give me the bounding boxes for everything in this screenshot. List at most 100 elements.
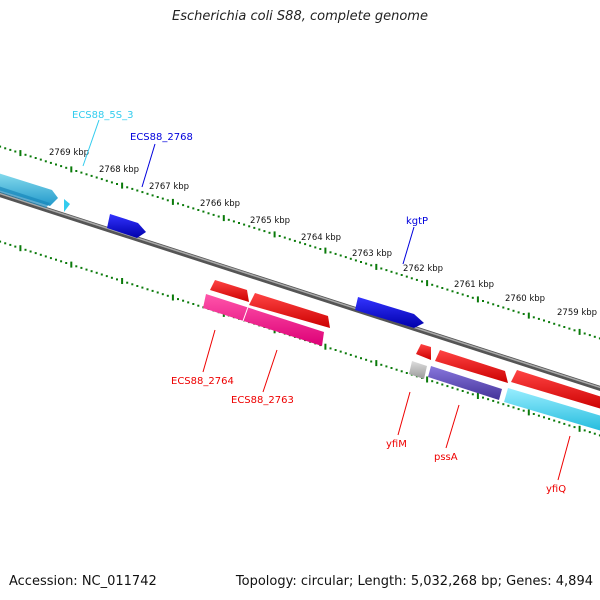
lower-ruler-minor-tick bbox=[395, 368, 398, 371]
upper-scale-ruler bbox=[0, 145, 600, 340]
upper-ruler-minor-tick bbox=[370, 264, 373, 267]
lower-ruler-minor-tick bbox=[563, 422, 566, 425]
feature-yfim-red[interactable] bbox=[416, 344, 431, 360]
genome-summary-text: Topology: circular; Length: 5,032,268 bp… bbox=[235, 574, 593, 589]
leader-pssa bbox=[445, 404, 460, 449]
upper-ruler-minor-tick bbox=[75, 170, 78, 172]
upper-ruler-minor-tick bbox=[110, 181, 113, 184]
upper-ruler-minor-tick bbox=[446, 288, 449, 291]
lower-ruler-minor-tick bbox=[29, 250, 32, 253]
feature-pssa-red[interactable] bbox=[435, 350, 508, 383]
feature-separator bbox=[242, 306, 249, 322]
lower-ruler-major-tick bbox=[527, 409, 530, 416]
upper-ruler-major-tick bbox=[222, 215, 225, 222]
lower-ruler-minor-tick bbox=[365, 358, 368, 361]
lower-ruler-minor-tick bbox=[446, 385, 449, 388]
upper-ruler-minor-tick bbox=[573, 329, 576, 332]
ruler-labels: 2769 kbp 2768 kbp 2767 kbp 2766 kbp 2765… bbox=[49, 148, 597, 318]
feature-yfiq-cyan[interactable] bbox=[504, 388, 600, 432]
kbp-label-2760: 2760 kbp bbox=[505, 294, 545, 304]
upper-ruler-minor-tick bbox=[278, 235, 281, 237]
upper-ruler-minor-tick bbox=[14, 150, 17, 153]
upper-ruler-minor-tick bbox=[55, 163, 57, 166]
lower-ruler-minor-tick bbox=[44, 255, 47, 258]
upper-ruler-minor-tick bbox=[563, 326, 566, 328]
upper-ruler-minor-tick bbox=[80, 171, 83, 174]
feature-ecs88-2763-red[interactable] bbox=[249, 293, 330, 328]
lower-ruler-minor-tick bbox=[55, 258, 57, 261]
kbp-label-2767: 2767 kbp bbox=[149, 182, 189, 192]
upper-ruler-minor-tick bbox=[100, 178, 103, 181]
lower-ruler-minor-tick bbox=[49, 257, 52, 260]
lower-ruler-minor-tick bbox=[492, 399, 495, 402]
lower-ruler-minor-tick bbox=[75, 265, 78, 268]
kbp-label-2766: 2766 kbp bbox=[200, 199, 240, 209]
feature-yfiq-red[interactable] bbox=[511, 370, 600, 410]
upper-ruler-minor-tick bbox=[304, 243, 307, 246]
upper-ruler-minor-tick bbox=[227, 218, 230, 221]
upper-ruler-minor-tick bbox=[482, 300, 484, 302]
lower-ruler-minor-tick bbox=[349, 353, 352, 356]
lower-ruler-minor-tick bbox=[517, 408, 520, 411]
lower-ruler-minor-tick bbox=[466, 391, 469, 394]
lower-ruler-minor-tick bbox=[14, 245, 17, 248]
upper-ruler-minor-tick bbox=[522, 313, 525, 315]
feature-ecs88-2768[interactable] bbox=[107, 214, 146, 238]
feature-pssa-slate[interactable] bbox=[428, 366, 502, 400]
kbp-label-2759: 2759 kbp bbox=[557, 308, 597, 318]
lower-ruler-minor-tick bbox=[192, 303, 195, 305]
feature-ecs88-2764-pink[interactable] bbox=[203, 294, 324, 346]
upper-ruler-minor-tick bbox=[471, 296, 474, 299]
upper-ruler-major-tick bbox=[578, 328, 581, 335]
lower-ruler-minor-tick bbox=[537, 414, 540, 417]
feature-ecs88-5s-3-body[interactable] bbox=[0, 172, 58, 208]
feature-red-small-left[interactable] bbox=[210, 280, 249, 302]
lower-ruler-minor-tick bbox=[141, 286, 144, 289]
upper-ruler-minor-tick bbox=[487, 301, 490, 304]
upper-ruler-minor-tick bbox=[385, 269, 388, 272]
lower-ruler-minor-tick bbox=[131, 283, 134, 286]
upper-ruler-minor-tick bbox=[583, 332, 586, 335]
upper-ruler-minor-tick bbox=[588, 334, 591, 337]
genome-backbone-highlight bbox=[0, 192, 600, 389]
lower-ruler-minor-tick bbox=[4, 242, 7, 245]
lower-ruler-minor-tick bbox=[344, 352, 347, 355]
lower-ruler-minor-tick bbox=[9, 243, 12, 246]
lower-ruler-minor-tick bbox=[85, 268, 88, 271]
upper-ruler-minor-tick bbox=[146, 192, 149, 195]
lower-ruler-minor-tick bbox=[187, 301, 190, 304]
lower-ruler-minor-tick bbox=[497, 401, 500, 404]
upper-ruler-minor-tick bbox=[329, 251, 332, 254]
feature-yfim-gray[interactable] bbox=[409, 361, 427, 379]
lower-ruler-minor-tick bbox=[583, 429, 586, 432]
upper-ruler-minor-tick bbox=[263, 230, 266, 233]
upper-ruler-minor-tick bbox=[517, 311, 520, 314]
lower-ruler-minor-tick bbox=[512, 406, 515, 409]
upper-ruler-minor-tick bbox=[395, 272, 398, 275]
label-ecs88-2763: ECS88_2763 bbox=[231, 395, 294, 406]
upper-ruler-minor-tick bbox=[192, 207, 195, 210]
upper-ruler-minor-tick bbox=[24, 153, 27, 156]
lower-ruler-minor-tick bbox=[39, 253, 42, 256]
lower-ruler-major-tick bbox=[171, 294, 174, 301]
lower-ruler-minor-tick bbox=[558, 421, 561, 424]
upper-ruler-minor-tick bbox=[248, 225, 251, 228]
upper-ruler-minor-tick bbox=[253, 226, 256, 229]
upper-ruler-minor-tick bbox=[95, 176, 98, 179]
upper-ruler-minor-tick bbox=[568, 327, 571, 330]
upper-ruler-minor-tick bbox=[461, 293, 464, 296]
lower-ruler-minor-tick bbox=[507, 404, 510, 407]
upper-ruler-minor-tick bbox=[283, 236, 286, 239]
lower-ruler-minor-tick bbox=[593, 432, 596, 435]
upper-ruler-minor-tick bbox=[492, 303, 495, 306]
kbp-label-2764: 2764 kbp bbox=[301, 233, 341, 243]
upper-ruler-minor-tick bbox=[553, 322, 556, 325]
lower-ruler-minor-tick bbox=[182, 299, 185, 302]
upper-ruler-minor-tick bbox=[207, 212, 210, 215]
feature-kgtp[interactable] bbox=[355, 297, 424, 328]
feature-ecs88-5s-3-arrow[interactable] bbox=[64, 199, 70, 212]
lower-ruler-minor-tick bbox=[197, 304, 200, 307]
label-yfiq: yfiQ bbox=[546, 484, 566, 495]
lower-ruler-minor-tick bbox=[502, 403, 505, 406]
leader-kgtp bbox=[402, 226, 415, 265]
